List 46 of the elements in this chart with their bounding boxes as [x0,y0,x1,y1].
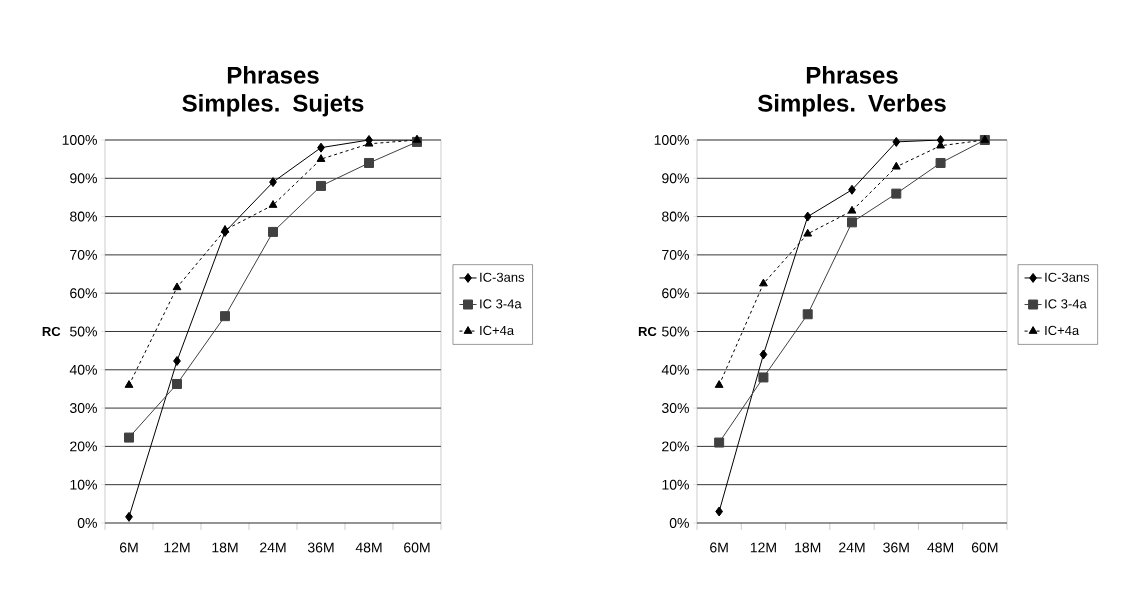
x-tick-label: 60M [404,542,430,553]
y-tick-label: 0% [669,518,689,528]
x-tick-label: 12M [750,542,776,553]
y-tick-label: 30% [661,403,689,414]
x-tick-label: 24M [260,542,286,553]
y-tick-label: 40% [69,364,97,375]
legend-label: IC-3ans [480,272,525,282]
y-tick-label: 10% [70,479,97,490]
y-tick-label: 80% [70,211,97,222]
x-tick-label: 18M [795,542,821,553]
y-tick-label: 60% [70,288,97,299]
y-axis-title: RC [42,326,61,337]
y-axis-title: RC [638,326,657,337]
y-tick-label: 70% [70,249,97,260]
x-tick-label: 24M [839,542,865,553]
chart-title: Phrases Simples. Verbes [757,66,946,117]
y-tick-label: 90% [70,173,97,184]
y-tick-label: 100% [62,135,97,145]
legend-label: IC+4a [1045,325,1080,336]
legend-label: IC+4a [480,325,515,336]
legend-label: IC 3-4a [1045,299,1087,309]
x-tick-label: 12M [164,542,190,553]
y-tick-label: 50% [662,326,689,337]
x-tick-label: 36M [307,542,334,553]
y-tick-label: 20% [70,441,97,452]
x-tick-label: 36M [883,542,909,553]
x-tick-label: 60M [971,542,998,553]
legend-label: IC 3-4a [480,299,522,309]
y-tick-label: 0% [77,518,97,528]
y-tick-label: 30% [69,403,97,414]
y-tick-label: 10% [662,479,689,490]
y-tick-label: 50% [70,326,97,337]
x-tick-label: 6M [710,542,728,553]
y-tick-label: 100% [654,135,689,145]
x-tick-label: 18M [212,542,238,553]
x-tick-label: 6M [119,542,138,553]
y-tick-label: 20% [662,441,689,452]
legend-label: IC-3ans [1045,272,1090,282]
y-tick-label: 60% [662,288,689,299]
y-tick-label: 80% [662,211,689,222]
chart-title: Phrases Simples. Sujets [182,66,364,117]
y-tick-label: 90% [662,173,689,184]
x-tick-label: 48M [927,542,954,553]
y-tick-label: 70% [662,249,689,260]
y-tick-label: 40% [661,364,689,375]
x-tick-label: 48M [355,542,382,553]
